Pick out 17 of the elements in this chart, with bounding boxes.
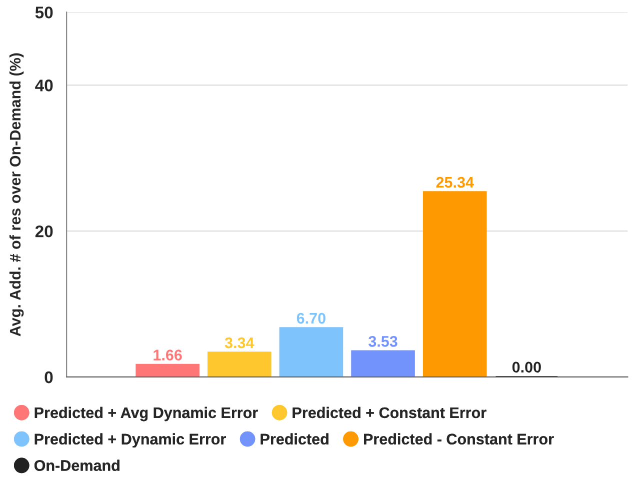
legend-label: Predicted + Dynamic Error bbox=[34, 433, 226, 448]
data-label: 6.70 bbox=[296, 312, 326, 324]
data-label: 0.00 bbox=[512, 362, 541, 373]
data-label: 25.34 bbox=[436, 176, 474, 188]
legend-label: Predicted - Constant Error bbox=[364, 433, 554, 445]
legend-label: Predicted bbox=[260, 433, 328, 445]
legend-label: Predicted + Avg Dynamic Error bbox=[34, 406, 258, 422]
y-axis-title: Avg. Add. # of res over On-Demand (%) bbox=[9, 53, 24, 336]
data-label: 3.53 bbox=[368, 336, 398, 347]
y-tick-label: 50 bbox=[35, 6, 53, 18]
data-label: 1.66 bbox=[154, 350, 182, 360]
y-tick-label: 0 bbox=[44, 371, 53, 384]
y-tick-label: 40 bbox=[35, 80, 53, 92]
legend-label: On-Demand bbox=[34, 460, 120, 471]
y-tick-label: 20 bbox=[35, 225, 53, 238]
legend-label: Predicted + Constant Error bbox=[292, 406, 486, 418]
data-label: 3.34 bbox=[224, 337, 254, 348]
